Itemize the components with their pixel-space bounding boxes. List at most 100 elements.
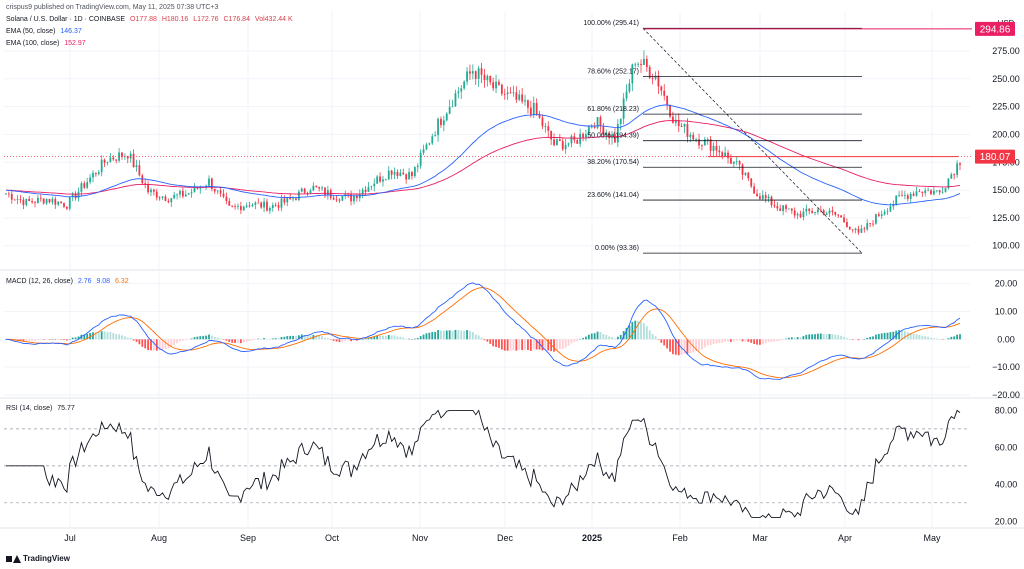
macd-histogram-bar — [648, 330, 651, 340]
macd-histogram-bar — [48, 339, 51, 340]
candle-body — [831, 210, 834, 213]
macd-histogram-bar — [187, 339, 190, 340]
macd-histogram-bar — [248, 339, 251, 342]
macd-histogram-bar — [370, 337, 373, 340]
candle-body — [901, 194, 903, 196]
macd-pane[interactable] — [5, 282, 961, 380]
candle-body — [129, 153, 132, 159]
macd-histogram-bar — [419, 336, 422, 340]
macd-legend[interactable]: MACD (12, 26, close) 2.76 9.08 6.32 — [6, 277, 132, 286]
time-axis[interactable]: Jul Aug Sep Oct Nov Dec 2025 Feb Mar Apr May — [64, 533, 941, 543]
candle-body — [152, 189, 155, 192]
macd-histogram-bar — [242, 339, 245, 343]
macd-histogram-bar — [213, 336, 216, 340]
macd-histogram-bar — [651, 333, 654, 340]
price-axis[interactable]: 100.00125.00150.00175.00200.00225.00250.… — [975, 19, 1020, 526]
macd-histogram-bar — [854, 339, 857, 340]
macd-histogram-bar — [782, 339, 785, 340]
candle-body — [245, 205, 248, 207]
macd-histogram-bar — [541, 339, 544, 351]
candle-body — [106, 162, 109, 163]
candle-body — [80, 183, 83, 192]
candle-body — [54, 198, 57, 205]
price-pane[interactable]: 100.00% (295.41) 78.60% (252.17) 61.80% (2… — [4, 20, 972, 254]
rsi-tick-label: 20.00 — [995, 516, 1018, 526]
candle-body — [544, 126, 547, 128]
macd-histogram-bar — [289, 335, 292, 340]
candle-body — [460, 88, 463, 92]
ema50-legend[interactable]: EMA (50, close) 146.37 — [6, 27, 85, 36]
candle-body — [442, 120, 445, 126]
fib-level-label: 100.00% (295.41) — [583, 20, 639, 27]
macd-histogram-bar — [535, 339, 538, 350]
candle-body — [147, 184, 149, 193]
candle-body — [248, 205, 251, 207]
candle-body — [846, 222, 848, 228]
candle-body — [289, 197, 292, 200]
macd-histogram-bar — [350, 339, 352, 342]
candle-body — [437, 118, 439, 136]
candle-body — [593, 126, 596, 128]
candle-body — [387, 170, 390, 180]
macd-histogram-bar — [732, 339, 735, 342]
candle-body — [10, 194, 13, 200]
rsi-pane[interactable] — [6, 409, 961, 519]
macd-histogram-bar — [245, 339, 248, 342]
macd-histogram-bar — [190, 338, 193, 340]
candle-body — [176, 194, 178, 196]
macd-histogram-bar — [480, 337, 483, 340]
candle-body — [489, 75, 492, 83]
candle-body — [161, 196, 164, 198]
candle-body — [379, 176, 381, 182]
candle-body — [944, 188, 947, 192]
candle-body — [486, 75, 489, 81]
ema50-label: EMA (50, close) — [6, 28, 56, 35]
candle-body — [268, 208, 271, 211]
macd-histogram-bar — [60, 339, 62, 340]
macd-histogram-bar — [933, 338, 935, 340]
ohlc-open: O177.88 — [130, 16, 157, 23]
macd-histogram-bar — [22, 339, 25, 342]
symbol-legend[interactable]: Solana / U.S. Dollar · 1D · COINBASE O17… — [6, 15, 296, 24]
candle-body — [724, 152, 727, 157]
candle-body — [266, 201, 268, 211]
candle-body — [260, 202, 263, 208]
macd-histogram-bar — [152, 339, 155, 351]
candle-body — [761, 195, 764, 199]
candle-body — [657, 75, 660, 87]
ema100-legend[interactable]: EMA (100, close) 152.97 — [6, 39, 89, 48]
macd-histogram-bar — [811, 334, 814, 340]
time-tick-label: Dec — [497, 533, 514, 543]
macd-histogram-bar — [866, 337, 869, 340]
tradingview-brand[interactable]: TradingView — [6, 554, 70, 563]
rsi-legend[interactable]: RSI (14, close) 75.77 — [6, 404, 78, 413]
candle-body — [518, 94, 521, 100]
macd-histogram-bar — [150, 339, 152, 351]
candle-body — [918, 191, 921, 193]
candle-body — [45, 199, 48, 204]
candle-body — [550, 130, 553, 140]
macd-histogram-bar — [527, 339, 529, 351]
macd-histogram-bar — [196, 336, 199, 340]
candle-body — [576, 140, 579, 144]
candle-body — [25, 198, 28, 206]
candle-body — [31, 201, 33, 203]
price-tick-label: 250.00 — [992, 74, 1020, 84]
macd-histogram-bar — [680, 339, 683, 355]
candle-body — [22, 199, 25, 206]
candle-body — [219, 190, 222, 194]
macd-histogram-bar — [106, 331, 109, 340]
candle-body — [579, 133, 582, 144]
macd-histogram-bar — [329, 339, 332, 340]
fib-trend-line — [642, 27, 863, 254]
candle-body — [454, 93, 457, 107]
candle-body — [16, 199, 19, 200]
macd-histogram-bar — [486, 339, 489, 342]
macd-histogram-bar — [495, 339, 497, 347]
macd-histogram-bar — [666, 339, 669, 349]
candle-body — [602, 125, 605, 136]
candle-body — [695, 139, 698, 141]
macd-histogram-bar — [935, 338, 938, 340]
macd-histogram-bar — [254, 339, 257, 340]
